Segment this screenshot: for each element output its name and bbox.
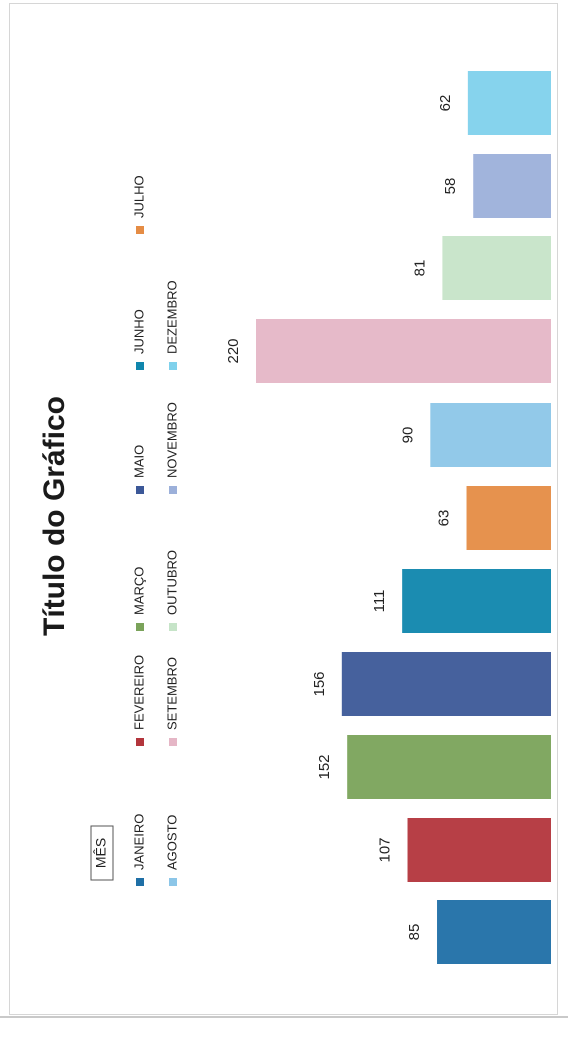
legend-swatch — [169, 738, 177, 746]
bar-value-label: 85 — [406, 924, 423, 941]
bar[interactable] — [473, 154, 551, 218]
bar-value-label: 152 — [316, 754, 333, 779]
legend-label: MAIO — [131, 445, 146, 478]
bar[interactable] — [442, 236, 551, 300]
legend-label: MARÇO — [131, 567, 146, 615]
bar[interactable] — [437, 900, 551, 964]
bar-value-label: 220 — [225, 338, 242, 363]
legend-swatch — [136, 878, 144, 886]
legend-label: SETEMBRO — [164, 657, 179, 730]
bar-value-label: 111 — [371, 590, 388, 613]
bar-value-label: 107 — [376, 837, 393, 862]
bar-value-label: 58 — [442, 178, 459, 195]
legend-label: JULHO — [131, 175, 146, 218]
page-divider — [0, 1016, 568, 1018]
legend-label: AGOSTO — [164, 815, 179, 870]
legend-label: JANEIRO — [131, 814, 146, 870]
legend-swatch — [136, 362, 144, 370]
legend-label: DEZEMBRO — [164, 280, 179, 354]
bar[interactable] — [402, 569, 551, 633]
bar-value-label: 156 — [311, 671, 328, 696]
bar[interactable] — [407, 818, 551, 882]
bar[interactable] — [341, 652, 551, 716]
legend-label: NOVEMBRO — [164, 402, 179, 478]
bar[interactable] — [347, 735, 551, 799]
legend-swatch — [169, 623, 177, 631]
bar[interactable] — [430, 403, 551, 467]
bar-value-label: 63 — [435, 510, 452, 527]
legend-label: OUTUBRO — [164, 550, 179, 615]
legend-label: FEVEREIRO — [131, 655, 146, 730]
legend-swatch — [169, 878, 177, 886]
bar-value-label: 90 — [399, 427, 416, 444]
bar-value-label: 81 — [411, 260, 428, 277]
bar-value-label: 62 — [437, 95, 454, 112]
legend-swatch — [136, 738, 144, 746]
chart-title: Título do Gráfico — [38, 396, 71, 636]
legend-swatch — [136, 623, 144, 631]
bar[interactable] — [467, 71, 551, 135]
legend-label: JUNHO — [131, 309, 146, 354]
legend-title-box — [90, 825, 114, 881]
bar[interactable] — [256, 319, 551, 383]
legend-title: MÊS — [93, 838, 109, 868]
legend-swatch — [136, 226, 144, 234]
legend-swatch — [136, 486, 144, 494]
bar[interactable] — [466, 486, 551, 550]
legend-swatch — [169, 486, 177, 494]
legend-swatch — [169, 362, 177, 370]
